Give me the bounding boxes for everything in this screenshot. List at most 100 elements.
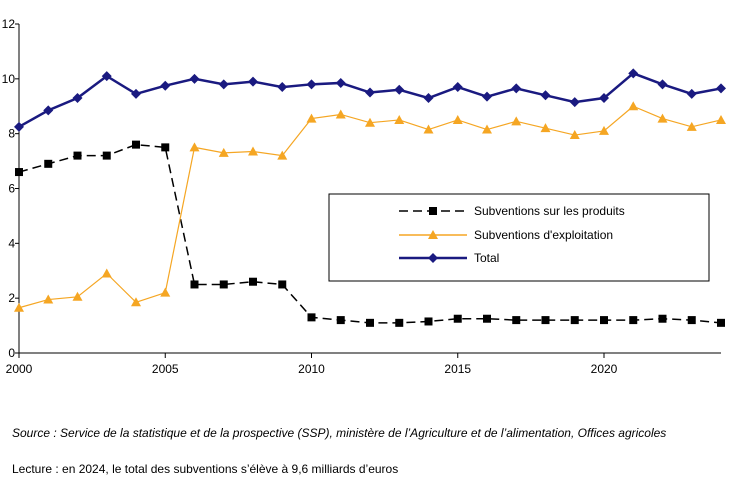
data-point bbox=[657, 113, 668, 123]
data-point bbox=[15, 168, 23, 177]
legend: Subventions sur les produits Subventions … bbox=[328, 193, 710, 282]
data-point bbox=[512, 316, 521, 325]
data-point bbox=[335, 77, 346, 88]
line-chart: 0 2 4 6 8 10 12 2000 2005 2010 2015 2020 Subventio… bbox=[2, 17, 726, 376]
data-point bbox=[189, 142, 200, 152]
data-point bbox=[599, 125, 609, 135]
series-2 bbox=[14, 68, 726, 132]
data-point bbox=[511, 116, 522, 126]
data-point bbox=[218, 79, 229, 90]
y-tick-label: 8 bbox=[8, 127, 15, 141]
y-tick-label: 2 bbox=[8, 291, 15, 305]
series-1 bbox=[14, 101, 726, 312]
x-tick-label: 2015 bbox=[444, 362, 471, 376]
data-point bbox=[600, 316, 608, 325]
y-tick-label: 0 bbox=[8, 346, 15, 360]
data-point bbox=[160, 287, 171, 297]
data-point bbox=[131, 88, 141, 99]
legend-label: Subventions d'exploitation bbox=[474, 228, 613, 242]
legend-marker bbox=[428, 253, 438, 263]
series-lines bbox=[14, 68, 726, 327]
data-point bbox=[453, 314, 462, 323]
data-point bbox=[14, 302, 24, 312]
data-point bbox=[43, 294, 54, 304]
data-point bbox=[686, 121, 697, 131]
x-axis: 2000 2005 2010 2015 2020 bbox=[6, 352, 721, 376]
data-point bbox=[102, 151, 111, 160]
data-point bbox=[394, 114, 405, 124]
legend-box bbox=[328, 193, 710, 282]
data-point bbox=[394, 84, 405, 95]
legend-label: Total bbox=[474, 251, 499, 265]
data-point bbox=[366, 318, 374, 327]
y-tick-label: 10 bbox=[2, 72, 16, 86]
data-point bbox=[101, 268, 112, 278]
data-point bbox=[658, 314, 667, 323]
data-point bbox=[395, 318, 404, 327]
data-point bbox=[482, 124, 492, 134]
x-tick-label: 2005 bbox=[152, 362, 179, 376]
data-point bbox=[716, 83, 726, 94]
data-point bbox=[424, 317, 433, 326]
series-0 bbox=[15, 140, 725, 327]
data-point bbox=[717, 318, 725, 327]
data-point bbox=[190, 280, 199, 289]
data-point bbox=[628, 101, 639, 111]
source-note: Source : Service de la statistique et de… bbox=[12, 426, 667, 440]
data-point bbox=[72, 93, 83, 104]
legend-label: Subventions sur les produits bbox=[474, 204, 625, 218]
data-point bbox=[569, 97, 580, 108]
data-point bbox=[278, 280, 287, 289]
y-tick-label: 12 bbox=[2, 17, 16, 31]
data-point bbox=[365, 87, 375, 98]
data-point bbox=[336, 316, 345, 325]
data-point bbox=[277, 82, 288, 93]
data-point bbox=[628, 68, 639, 79]
data-point bbox=[687, 316, 696, 325]
data-point bbox=[218, 147, 229, 157]
data-point bbox=[540, 123, 551, 133]
data-point bbox=[511, 83, 522, 94]
reading-note: Lecture : en 2024, le total des subventi… bbox=[12, 462, 399, 476]
data-point bbox=[43, 105, 54, 116]
data-point bbox=[657, 79, 668, 90]
data-point bbox=[482, 91, 492, 102]
data-point bbox=[249, 277, 257, 286]
data-point bbox=[132, 140, 140, 149]
data-point bbox=[423, 124, 434, 134]
data-point bbox=[219, 280, 228, 289]
data-point bbox=[452, 82, 463, 93]
data-point bbox=[101, 71, 112, 82]
y-tick-label: 4 bbox=[8, 236, 15, 250]
data-point bbox=[131, 297, 141, 307]
x-tick-label: 2000 bbox=[6, 362, 33, 376]
x-tick-label: 2010 bbox=[298, 362, 325, 376]
data-point bbox=[248, 146, 258, 156]
data-point bbox=[483, 314, 491, 323]
data-point bbox=[44, 159, 53, 168]
x-tick-label: 2020 bbox=[591, 362, 618, 376]
data-point bbox=[629, 316, 638, 325]
data-point bbox=[307, 313, 316, 322]
data-point bbox=[306, 79, 317, 90]
data-point bbox=[160, 80, 171, 91]
data-point bbox=[540, 90, 551, 101]
data-point bbox=[306, 113, 317, 123]
legend-marker bbox=[428, 230, 438, 239]
legend-marker bbox=[429, 207, 437, 215]
data-point bbox=[14, 121, 24, 132]
data-point bbox=[716, 114, 726, 124]
data-point bbox=[72, 291, 83, 301]
data-point bbox=[541, 316, 550, 325]
data-point bbox=[423, 93, 434, 104]
data-point bbox=[570, 316, 579, 325]
data-point bbox=[73, 151, 82, 160]
y-axis: 0 2 4 6 8 10 12 bbox=[2, 17, 20, 360]
y-tick-label: 6 bbox=[8, 182, 15, 196]
data-point bbox=[161, 143, 170, 152]
data-point bbox=[686, 88, 697, 99]
data-point bbox=[189, 73, 200, 84]
data-point bbox=[335, 109, 346, 119]
data-point bbox=[365, 117, 375, 127]
data-point bbox=[599, 93, 609, 104]
